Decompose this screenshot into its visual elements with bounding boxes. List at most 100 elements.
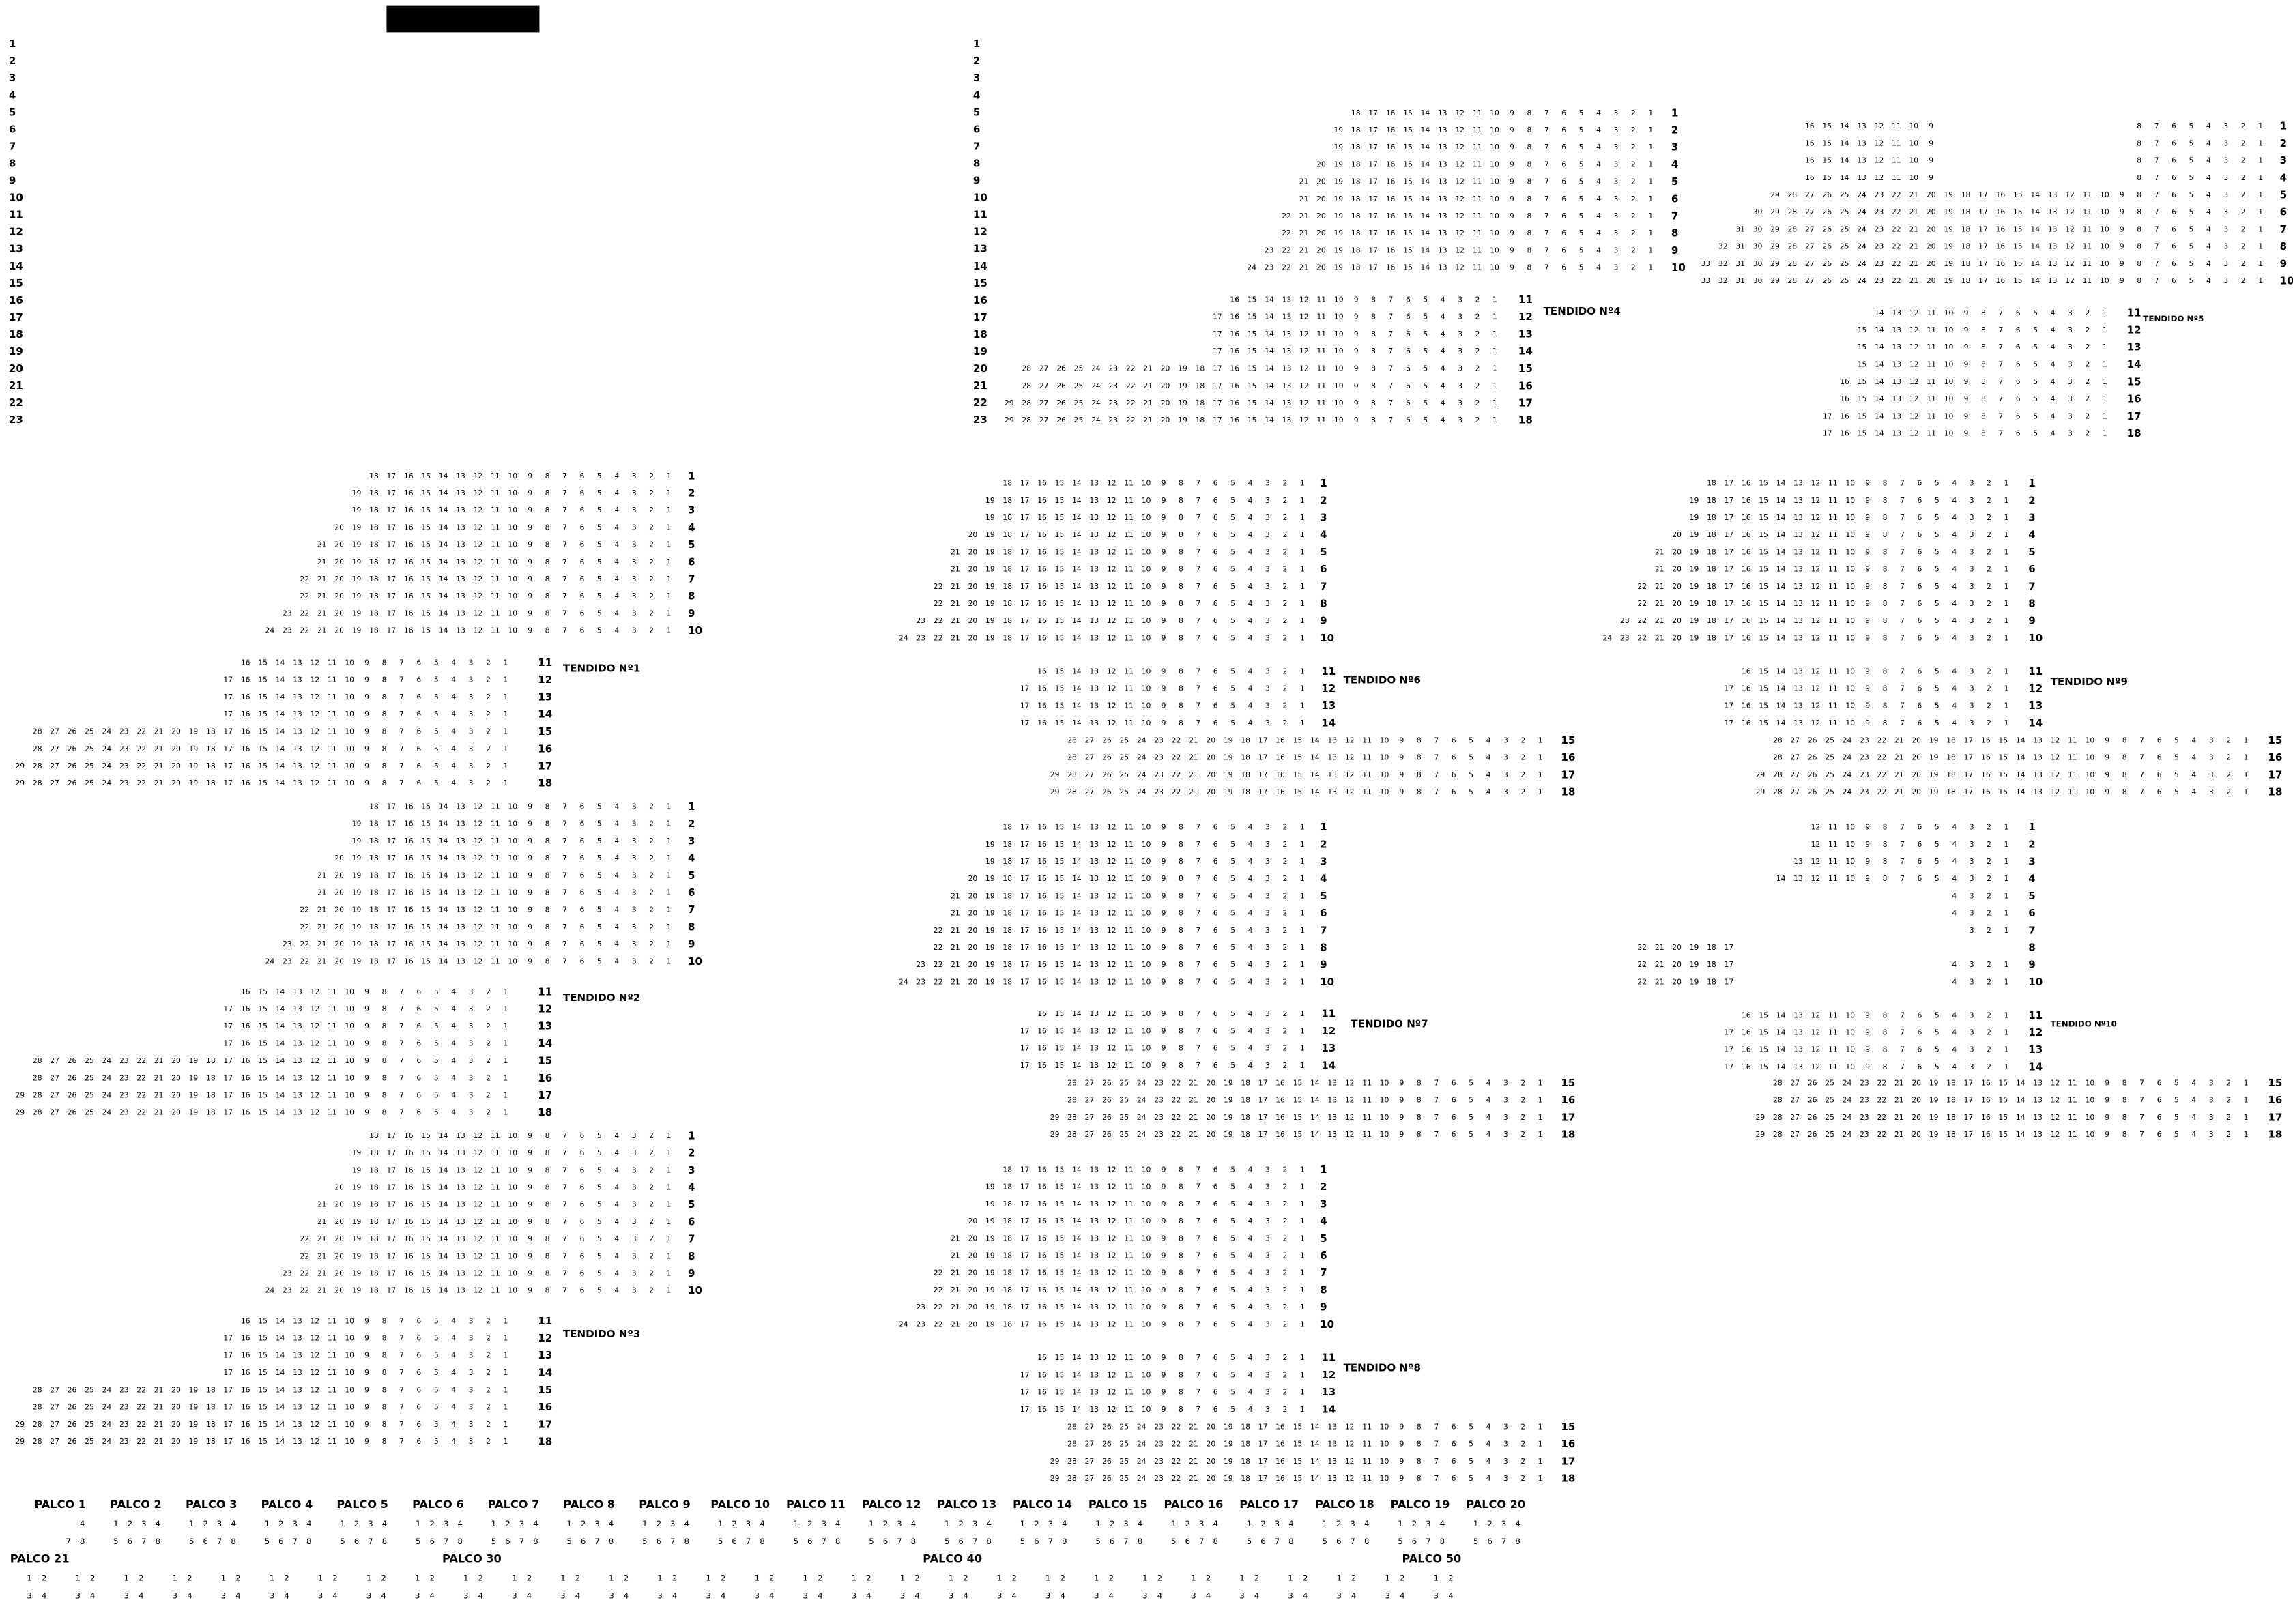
seat[interactable]: 15 bbox=[1403, 246, 1413, 255]
seat[interactable]: 7 bbox=[1196, 582, 1200, 591]
seat[interactable]: 19 bbox=[1178, 381, 1187, 390]
seat[interactable]: 23 bbox=[1108, 381, 1118, 390]
seat[interactable]: 7 bbox=[2154, 224, 2159, 233]
seat[interactable]: 4 bbox=[1011, 1591, 1017, 1601]
seat[interactable]: 24 bbox=[265, 1286, 275, 1295]
seat[interactable]: 18 bbox=[1003, 840, 1012, 849]
seat[interactable]: 18 bbox=[1003, 857, 1012, 866]
seat[interactable]: 1 bbox=[949, 1574, 954, 1583]
seat[interactable]: 17 bbox=[223, 676, 233, 684]
seat[interactable]: 32 bbox=[1718, 276, 1728, 285]
seat[interactable]: 8 bbox=[382, 1108, 387, 1117]
seat[interactable]: 16 bbox=[404, 820, 414, 828]
seat[interactable]: 11 bbox=[491, 592, 500, 600]
seat[interactable]: 23 bbox=[916, 1320, 925, 1329]
seat[interactable]: 20 bbox=[968, 1320, 978, 1329]
seat[interactable]: 10 bbox=[508, 609, 517, 618]
seat[interactable]: 2 bbox=[1487, 1519, 1492, 1528]
seat[interactable]: 13 bbox=[456, 523, 465, 532]
seat[interactable]: 5 bbox=[2174, 736, 2179, 745]
seat[interactable]: 7 bbox=[1434, 787, 1439, 796]
seat[interactable]: 17 bbox=[1964, 770, 1974, 779]
seat[interactable]: 10 bbox=[1142, 1303, 1151, 1311]
seat[interactable]: 12 bbox=[1107, 1183, 1116, 1191]
seat[interactable]: 8 bbox=[382, 1386, 387, 1395]
seat[interactable]: 8 bbox=[382, 1351, 387, 1360]
seat[interactable]: 10 bbox=[1380, 1078, 1389, 1087]
seat[interactable]: 13 bbox=[1089, 1303, 1099, 1311]
seat[interactable]: 13 bbox=[2033, 787, 2043, 796]
seat[interactable]: 3 bbox=[2209, 770, 2214, 779]
seat[interactable]: 4 bbox=[1596, 160, 1601, 169]
seat[interactable]: 1 bbox=[504, 1056, 508, 1065]
seat[interactable]: 4 bbox=[451, 1021, 456, 1030]
seat[interactable]: 10 bbox=[508, 592, 517, 600]
seat[interactable]: 25 bbox=[1119, 787, 1129, 796]
seat[interactable]: 6 bbox=[1918, 616, 1922, 625]
seat[interactable]: 5 bbox=[2174, 1130, 2179, 1139]
seat[interactable]: 22 bbox=[136, 1108, 146, 1117]
seat[interactable]: 7 bbox=[562, 1286, 567, 1295]
seat[interactable]: 21 bbox=[317, 609, 327, 618]
seat[interactable]: 11 bbox=[1362, 1474, 1372, 1483]
seat[interactable]: 13 bbox=[1282, 381, 1292, 390]
seat[interactable]: 5 bbox=[597, 592, 602, 600]
seat[interactable]: 11 bbox=[1362, 1440, 1372, 1449]
seat[interactable]: 11 bbox=[2068, 770, 2077, 779]
seat[interactable]: 14 bbox=[1776, 616, 1786, 625]
seat[interactable]: 12 bbox=[474, 1183, 483, 1192]
seat[interactable]: 8 bbox=[382, 727, 387, 736]
seat[interactable]: 5 bbox=[491, 1537, 497, 1546]
seat[interactable]: 6 bbox=[1918, 479, 1922, 488]
seat[interactable]: 5 bbox=[1322, 1537, 1327, 1546]
seat[interactable]: 19 bbox=[1224, 1422, 1233, 1431]
seat[interactable]: 12 bbox=[474, 802, 483, 811]
seat[interactable]: 19 bbox=[1690, 513, 1699, 522]
seat[interactable]: 9 bbox=[1162, 599, 1166, 608]
seat[interactable]: 6 bbox=[580, 1148, 585, 1157]
seat[interactable]: 14 bbox=[1072, 977, 1082, 986]
seat[interactable]: 2 bbox=[1282, 1388, 1287, 1397]
seat[interactable]: 13 bbox=[293, 1334, 302, 1343]
seat[interactable]: 18 bbox=[1003, 1234, 1012, 1243]
seat[interactable]: 13 bbox=[1089, 530, 1099, 539]
seat[interactable]: 5 bbox=[1579, 143, 1584, 151]
seat[interactable]: 1 bbox=[1300, 1268, 1305, 1277]
seat[interactable]: 16 bbox=[1742, 547, 1751, 556]
seat[interactable]: 21 bbox=[1894, 1078, 1904, 1087]
seat[interactable]: 3 bbox=[1970, 479, 1974, 488]
seat[interactable]: 29 bbox=[1756, 770, 1765, 779]
seat[interactable]: 17 bbox=[387, 1217, 396, 1226]
seat[interactable]: 14 bbox=[2030, 190, 2040, 199]
seat[interactable]: 3 bbox=[1265, 909, 1270, 918]
seat[interactable]: 15 bbox=[1293, 1078, 1303, 1087]
seat[interactable]: 7 bbox=[562, 1251, 567, 1260]
seat[interactable]: 8 bbox=[545, 923, 550, 931]
seat[interactable]: 23 bbox=[1860, 770, 1869, 779]
seat[interactable]: 19 bbox=[352, 820, 362, 828]
seat[interactable]: 1 bbox=[1300, 1251, 1305, 1260]
seat[interactable]: 3 bbox=[469, 1039, 474, 1047]
seat[interactable]: 27 bbox=[1085, 1096, 1095, 1105]
seat[interactable]: 2 bbox=[203, 1519, 208, 1528]
seat[interactable]: 9 bbox=[1865, 479, 1870, 488]
seat[interactable]: 13 bbox=[456, 888, 465, 897]
seat[interactable]: 11 bbox=[1927, 325, 1936, 334]
seat[interactable]: 12 bbox=[1811, 565, 1821, 574]
seat[interactable]: 5 bbox=[1935, 530, 1939, 539]
seat[interactable]: 12 bbox=[1345, 1130, 1355, 1139]
seat[interactable]: 7 bbox=[1434, 1440, 1439, 1449]
seat[interactable]: 11 bbox=[328, 710, 337, 719]
seat[interactable]: 16 bbox=[404, 575, 414, 583]
seat[interactable]: 10 bbox=[1142, 926, 1151, 935]
seat[interactable]: 3 bbox=[632, 1286, 637, 1295]
seat[interactable]: 17 bbox=[1368, 160, 1378, 169]
seat[interactable]: 20 bbox=[171, 727, 181, 736]
seat[interactable]: 5 bbox=[1230, 667, 1235, 676]
seat[interactable]: 15 bbox=[258, 1021, 268, 1030]
seat[interactable]: 16 bbox=[1037, 1061, 1047, 1070]
seat[interactable]: 2 bbox=[2226, 753, 2231, 762]
seat[interactable]: 8 bbox=[382, 1537, 388, 1546]
seat[interactable]: 6 bbox=[732, 1537, 737, 1546]
seat[interactable]: 14 bbox=[276, 676, 285, 684]
